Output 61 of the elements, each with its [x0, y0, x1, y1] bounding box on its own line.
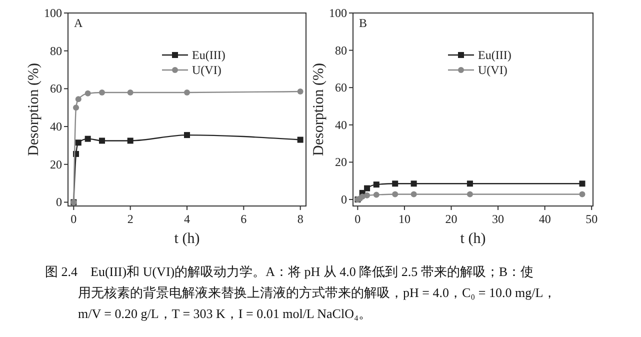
point	[84, 90, 91, 96]
point	[579, 191, 586, 198]
legend-label: U(VI)	[478, 63, 508, 77]
legend-label: Eu(III)	[192, 48, 226, 62]
x-tick-label: 0	[70, 212, 77, 226]
y-tick-label: 20	[335, 155, 347, 170]
x-tick-label: 8	[297, 212, 304, 226]
point	[373, 192, 380, 198]
y-tick-label: 80	[335, 43, 347, 58]
point	[73, 104, 80, 111]
point	[184, 132, 190, 138]
y-tick-label: 80	[50, 44, 62, 58]
point	[297, 88, 304, 95]
y-tick-label: 20	[50, 157, 62, 172]
caption: 图 2.4 Eu(III)和 U(VI)的解吸动力学。A：将 pH 从 4.0 降低到 2.5 带来的解吸；B：使	[45, 264, 534, 279]
y-tick-label: 40	[335, 118, 347, 132]
point	[364, 192, 370, 198]
point	[410, 191, 417, 198]
chart-title: B	[359, 16, 368, 30]
x-tick-label: 50	[586, 212, 598, 226]
legend-label: Eu(III)	[478, 48, 512, 62]
point	[373, 182, 380, 188]
y-tick-label: 0	[341, 192, 347, 206]
y-axis-title: Desorption (%)	[26, 63, 42, 156]
y-tick-label: 60	[50, 82, 62, 96]
x-axis-title: t (h)	[174, 231, 200, 247]
point	[99, 138, 105, 144]
y-axis-title: Desorption (%)	[311, 63, 327, 156]
point	[392, 191, 398, 198]
x-tick-label: 40	[538, 212, 551, 226]
point	[579, 180, 586, 187]
point	[127, 89, 134, 96]
point	[364, 185, 370, 192]
y-tick-label: 40	[50, 120, 62, 134]
point	[99, 89, 105, 96]
x-tick-label: 30	[492, 212, 504, 226]
text: m/V = 0.20 g/L，T = 303 K，I = 0.01 mol/L NaClO₄。	[78, 306, 372, 321]
y-tick-label: 60	[335, 80, 347, 95]
point	[410, 180, 417, 187]
point	[392, 180, 398, 187]
chart-title: A	[74, 16, 83, 30]
point	[127, 138, 134, 144]
x-tick-label: 2	[127, 212, 134, 226]
text: 用无核素的背景电解液来替换上清液的方式带来的解吸，pH = 4.0，C₀ = 10.0 mg/L，	[78, 285, 556, 300]
x-tick-label: 20	[445, 212, 458, 226]
point	[466, 180, 473, 187]
x-tick-label: 10	[398, 212, 410, 226]
legend-label: U(VI)	[192, 63, 222, 77]
x-tick-label: 6	[240, 212, 247, 226]
point	[297, 136, 304, 143]
point	[75, 96, 82, 102]
x-axis-title: t (h)	[460, 231, 486, 247]
y-tick-label: 100	[44, 6, 62, 20]
y-tick-label: 100	[329, 6, 347, 20]
x-tick-label: 0	[354, 212, 361, 226]
y-tick-label: 0	[56, 195, 62, 210]
x-tick-label: 4	[184, 212, 190, 226]
point	[75, 140, 82, 146]
point	[466, 191, 473, 198]
point	[84, 136, 91, 142]
point	[184, 89, 190, 96]
